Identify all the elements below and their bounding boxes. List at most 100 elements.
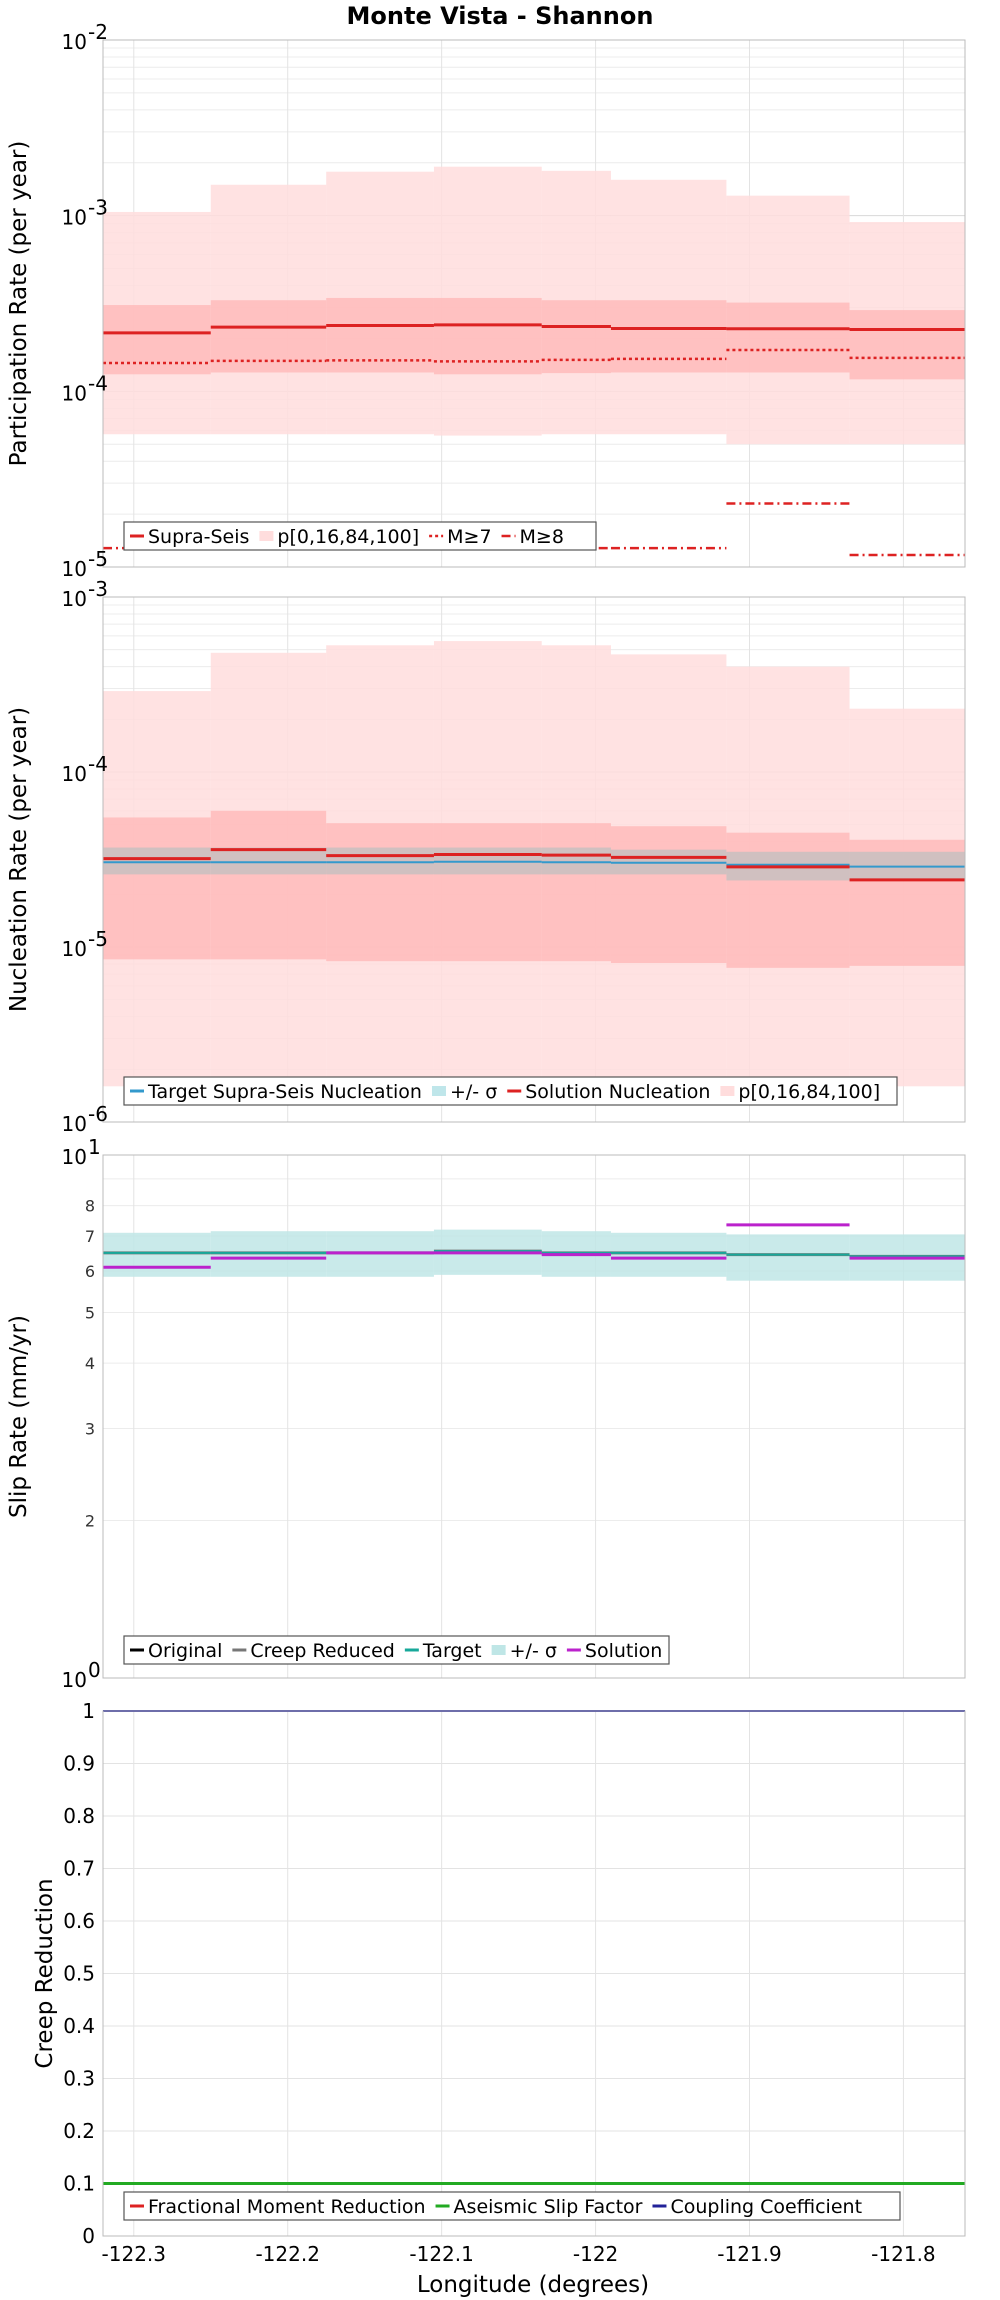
legend-label: +/- σ	[510, 1640, 557, 1662]
plot-frame	[102, 1154, 966, 1679]
y-tick-exponent: 1	[88, 1135, 101, 1159]
y-tick-label: 10	[62, 937, 87, 961]
y-axis-label-participation: Participation Rate (per year)	[6, 141, 32, 467]
band-segment	[326, 297, 434, 373]
legend-label: M≥7	[447, 526, 491, 548]
band-segment	[103, 305, 211, 375]
legend-label: Target Supra-Seis Nucleation	[147, 1081, 422, 1103]
y-tick-exponent: -6	[88, 1102, 108, 1126]
legend-creep: Fractional Moment Reduction Aseismic Slip…	[123, 2191, 901, 2221]
band-segment	[103, 1232, 211, 1277]
y-tick-exponent: -5	[88, 927, 108, 951]
y-tick-exponent: -5	[88, 547, 108, 571]
band-segment	[210, 810, 327, 960]
band-segment	[726, 302, 850, 373]
band-segment	[541, 847, 611, 875]
chart-panel-creep: 0 0.1 0.2 0.3 0.4 0.5 0.6 0.7 0.8 0.9 1 -122.3 -122.…	[32, 1699, 966, 2266]
x-axis-label: Longitude (degrees)	[417, 2272, 649, 2298]
legend-box	[123, 521, 597, 551]
y-tick-label: 0.9	[63, 1752, 95, 1776]
figure-title: Monte Vista - Shannon	[347, 2, 654, 30]
legend-swatch	[720, 1086, 735, 1096]
legend-swatch	[259, 531, 274, 541]
y-tick-label-minor: 3	[85, 1419, 95, 1438]
y-tick-exponent: 0	[88, 1658, 101, 1682]
y-tick-exponent: -2	[88, 20, 108, 44]
plot-frame	[102, 1710, 966, 2237]
legend-label: M≥8	[520, 526, 564, 548]
x-tick-label: -122.3	[102, 2242, 166, 2266]
band-segment	[610, 826, 727, 964]
legend-swatch	[491, 1645, 506, 1655]
legend-label: Fractional Moment Reduction	[148, 2196, 426, 2218]
x-tick-label: -122.2	[255, 2242, 319, 2266]
x-tick-label: -122.1	[409, 2242, 473, 2266]
band-segment	[433, 823, 542, 962]
band-segment	[849, 310, 965, 380]
legend-label: p[0,16,84,100]	[738, 1081, 880, 1103]
y-tick-exponent: -4	[88, 371, 108, 395]
y-tick-label: 0.1	[63, 2172, 95, 2196]
band-segment	[541, 300, 611, 374]
y-tick-label-minor: 4	[85, 1354, 95, 1373]
x-tick-label: -121.9	[717, 2242, 781, 2266]
legend-label: Aseismic Slip Factor	[454, 2196, 643, 2218]
y-tick-label: 0.2	[63, 2119, 95, 2143]
band-segment	[541, 823, 611, 962]
y-tick-exponent: -3	[88, 577, 108, 601]
plot-frame	[102, 596, 966, 1123]
band-segment	[326, 823, 434, 962]
y-tick-label: 0	[82, 2224, 95, 2248]
y-tick-label: 0.7	[63, 1857, 95, 1881]
plot-frame	[102, 39, 966, 568]
y-tick-label: 10	[62, 557, 87, 581]
band-segment	[610, 300, 727, 373]
x-tick-label: -121.8	[871, 2242, 935, 2266]
y-axis-label-creep: Creep Reduction	[32, 1878, 58, 2068]
legend-label: Solution	[585, 1640, 662, 1662]
band-segment	[326, 847, 434, 875]
y-tick-label: 0.5	[63, 1962, 95, 1986]
band-segment	[433, 297, 542, 375]
band-segment	[103, 817, 211, 960]
y-tick-label-minor: 8	[85, 1197, 95, 1216]
y-tick-exponent: -4	[88, 752, 108, 776]
band-segment	[103, 847, 211, 875]
legend-label: Supra-Seis	[148, 526, 249, 548]
legend-box	[123, 2191, 901, 2221]
legend-label: Solution Nucleation	[525, 1081, 710, 1103]
legend-label: Creep Reduced	[250, 1640, 394, 1662]
legend-label: p[0,16,84,100]	[277, 526, 419, 548]
y-tick-label-minor: 7	[85, 1227, 95, 1246]
y-tick-exponent: -3	[88, 196, 108, 220]
y-tick-label: 0.4	[63, 2014, 95, 2038]
legend-participation: Supra-Seis p[0,16,84,100] M≥7 M≥8	[123, 521, 597, 551]
y-axis-label-slip: Slip Rate (mm/yr)	[6, 1315, 32, 1518]
band-segment	[610, 1232, 727, 1277]
y-tick-label: 10	[62, 587, 87, 611]
x-tick-label: -122	[573, 2242, 618, 2266]
legend-label: +/- σ	[450, 1081, 497, 1103]
y-tick-label: 10	[62, 30, 87, 54]
y-tick-label: 0.3	[63, 2067, 95, 2091]
y-tick-label: 10	[62, 1112, 87, 1136]
legend-label: Target	[422, 1640, 482, 1662]
y-tick-label: 10	[62, 1145, 87, 1169]
y-tick-label: 0.8	[63, 1804, 95, 1828]
y-tick-label: 10	[62, 206, 87, 230]
legend-swatch	[431, 1086, 446, 1096]
y-tick-label-minor: 5	[85, 1303, 95, 1322]
y-tick-label: 10	[62, 381, 87, 405]
y-tick-label: 0.6	[63, 1909, 95, 1933]
band-segment	[210, 847, 327, 875]
legend-label: Original	[148, 1640, 222, 1662]
legend-label: Coupling Coefficient	[670, 2196, 862, 2218]
legend-slip: Original Creep Reduced Target +/- σ Solution	[123, 1635, 670, 1665]
legend-nucleation: Target Supra-Seis Nucleation +/- σ Solutio…	[123, 1076, 898, 1106]
band-segment	[726, 1234, 850, 1281]
y-tick-label: 10	[62, 762, 87, 786]
